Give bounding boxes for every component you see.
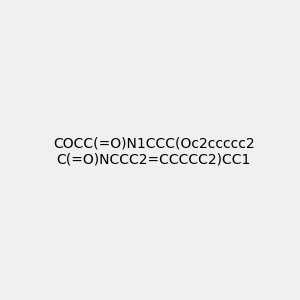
- Text: COCC(=O)N1CCC(Oc2ccccc2
C(=O)NCCC2=CCCCC2)CC1: COCC(=O)N1CCC(Oc2ccccc2 C(=O)NCCC2=CCCCC…: [53, 136, 255, 166]
